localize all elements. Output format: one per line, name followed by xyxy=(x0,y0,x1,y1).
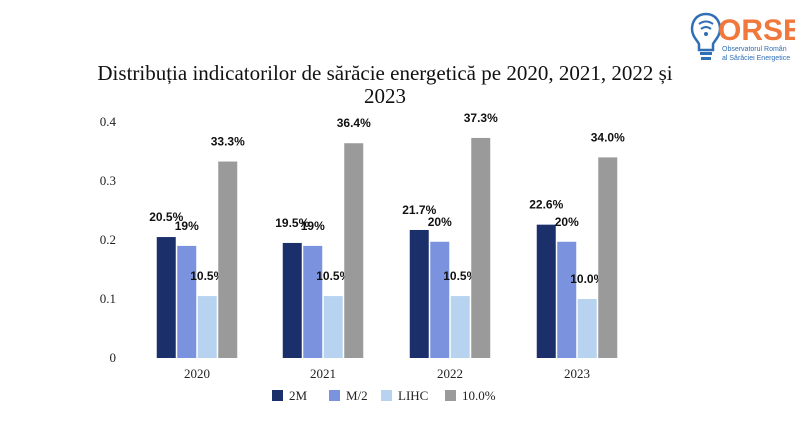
logo-tagline-1: Observatorul Român xyxy=(722,46,787,53)
bars: 20.5%19%10.5%33.3%19.5%19%10.5%36.4%21.7… xyxy=(149,111,625,358)
legend-label: 10.0% xyxy=(462,388,496,403)
data-label: 20.5% xyxy=(149,210,183,224)
data-label: 19.5% xyxy=(275,216,309,230)
bar-100-2020 xyxy=(218,161,238,358)
lightbulb-icon xyxy=(690,12,722,60)
bar-lihc-2020 xyxy=(197,296,217,358)
data-label: 37.3% xyxy=(464,111,498,125)
legend-item: M/2 xyxy=(329,388,368,403)
data-label: 10.5% xyxy=(316,269,350,283)
bar-lihc-2023 xyxy=(577,299,597,358)
bar-m2-2023 xyxy=(557,241,577,358)
y-tick-label: 0.2 xyxy=(100,232,116,247)
legend-item: LIHC xyxy=(381,388,428,403)
chart-title-line-2: 2023 xyxy=(364,84,406,108)
x-tick-label: 2022 xyxy=(437,366,463,381)
orse-logo: ORSE Observatorul Român al Sărăciei Ener… xyxy=(690,12,795,62)
bar-lihc-2022 xyxy=(450,296,470,358)
y-axis: 0 0.1 0.2 0.3 0.4 xyxy=(100,114,117,365)
data-label: 33.3% xyxy=(211,135,245,149)
data-label: 20% xyxy=(428,215,452,229)
legend-item: 10.0% xyxy=(445,388,496,403)
data-label: 10.0% xyxy=(570,272,604,286)
y-tick-label: 0.4 xyxy=(100,114,117,129)
bar-100-2021 xyxy=(344,143,364,358)
data-label: 10.5% xyxy=(190,269,224,283)
legend-swatch xyxy=(329,390,340,401)
bar-lihc-2021 xyxy=(323,296,343,358)
data-label: 19% xyxy=(175,219,199,233)
x-tick-label: 2023 xyxy=(564,366,590,381)
x-tick-label: 2021 xyxy=(310,366,336,381)
bar-2m-2021 xyxy=(282,242,302,358)
bar-2m-2022 xyxy=(409,229,429,358)
bar-2m-2020 xyxy=(156,237,176,358)
bar-100-2023 xyxy=(598,157,618,358)
logo-tagline-2: al Sărăciei Energetice xyxy=(722,55,790,62)
data-label: 22.6% xyxy=(529,198,563,212)
data-label: 19% xyxy=(301,219,325,233)
legend-swatch xyxy=(445,390,456,401)
data-label: 20% xyxy=(555,215,579,229)
y-tick-label: 0 xyxy=(110,350,117,365)
y-tick-label: 0.3 xyxy=(100,173,116,188)
bar-m2-2021 xyxy=(303,245,323,358)
bar-m2-2022 xyxy=(430,241,450,358)
chart-title-line-1: Distribuția indicatorilor de sărăcie ene… xyxy=(97,61,672,85)
data-label: 34.0% xyxy=(591,130,625,144)
legend-swatch xyxy=(272,390,283,401)
legend-label: M/2 xyxy=(346,388,368,403)
legend-label: 2M xyxy=(289,388,308,403)
legend-item: 2M xyxy=(272,388,308,403)
legend-label: LIHC xyxy=(398,388,428,403)
bar-100-2022 xyxy=(471,137,491,358)
data-label: 36.4% xyxy=(337,116,371,130)
logo-wordmark: ORSE xyxy=(718,14,795,47)
x-tick-label: 2020 xyxy=(184,366,210,381)
legend: 2M M/2 LIHC 10.0% xyxy=(272,388,496,403)
data-label: 21.7% xyxy=(402,203,436,217)
bar-m2-2020 xyxy=(177,245,197,358)
legend-swatch xyxy=(381,390,392,401)
x-axis: 2020 2021 2022 2023 xyxy=(184,366,590,381)
data-label: 10.5% xyxy=(443,269,477,283)
y-tick-label: 0.1 xyxy=(100,291,116,306)
bar-2m-2023 xyxy=(536,224,556,358)
